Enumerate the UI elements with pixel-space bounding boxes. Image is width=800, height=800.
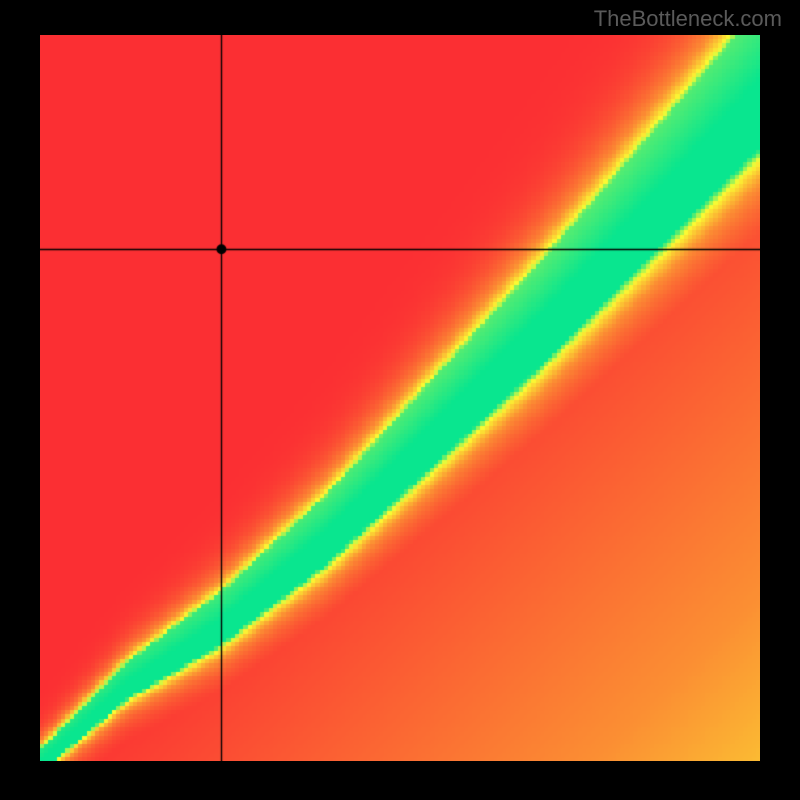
watermark-text: TheBottleneck.com (594, 6, 782, 32)
chart-container: TheBottleneck.com (0, 0, 800, 800)
plot-area (40, 35, 760, 761)
heatmap-canvas (40, 35, 760, 761)
